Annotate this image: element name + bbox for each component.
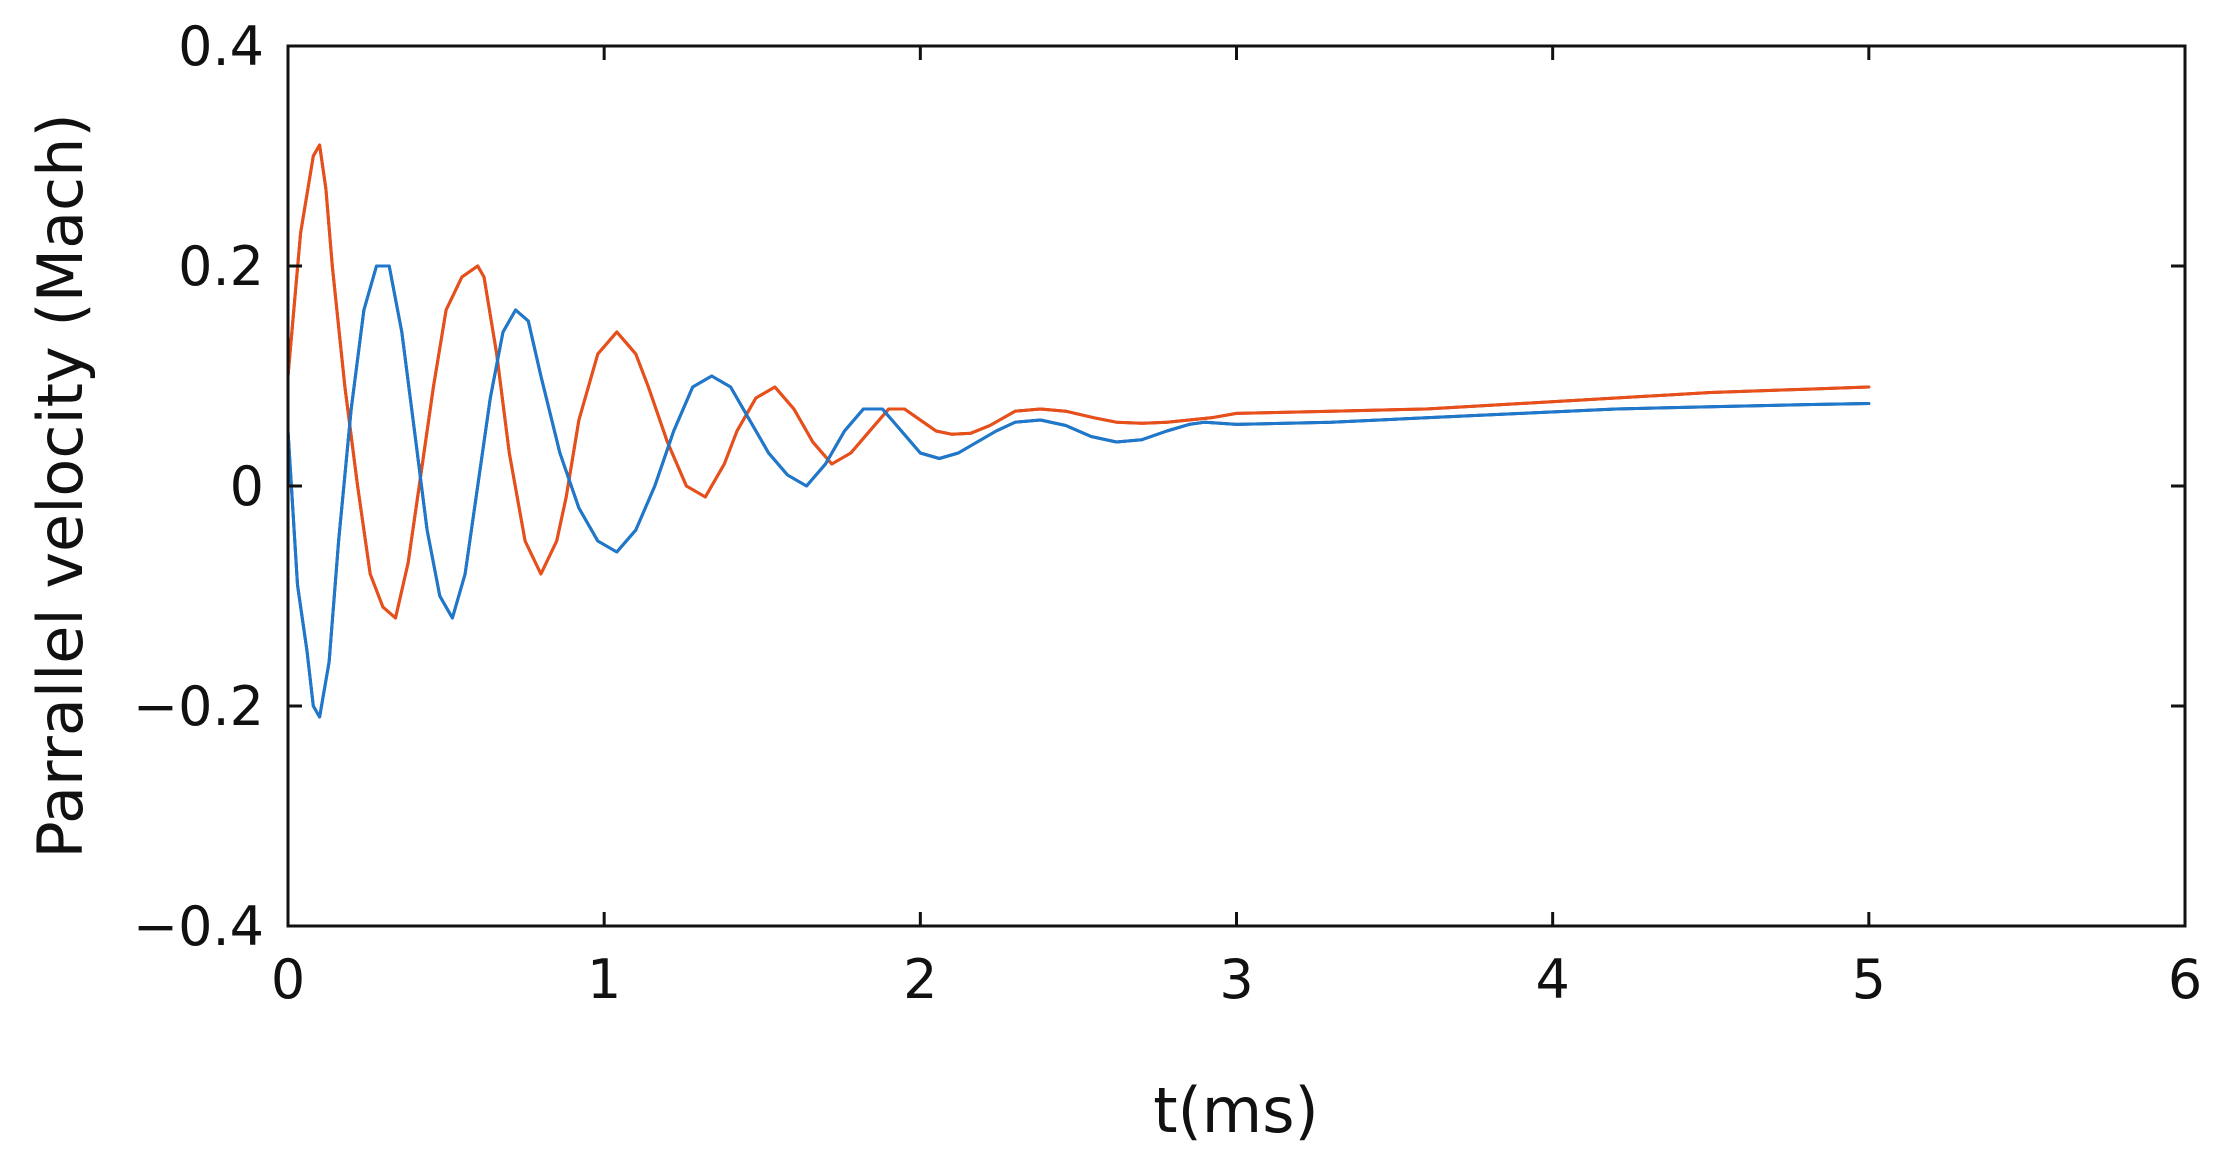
plot-frame (286, 44, 2187, 928)
x-tick-label: 1 (587, 948, 621, 1011)
x-tick-label: 3 (1219, 948, 1253, 1011)
x-tick-label: 2 (903, 948, 937, 1011)
series-line-outline-2 (286, 264, 1871, 719)
y-tick-label: 0.2 (178, 235, 264, 298)
y-tick-label: 0 (230, 455, 264, 518)
y-tick-label: 0.4 (178, 15, 264, 78)
series-line-2 (286, 264, 1871, 719)
x-axis-title: t(ms) (1153, 1074, 1318, 1147)
y-tick-label: −0.2 (133, 675, 264, 738)
series-line-1 (286, 143, 1871, 620)
y-tick-label: −0.4 (133, 895, 264, 958)
series-layer (286, 143, 1871, 719)
x-tick-label: 0 (271, 948, 305, 1011)
ticks-layer: 0 1 2 3 4 5 6 −0.4 −0.2 0 0.2 0.4 (133, 15, 2202, 1011)
x-tick-label: 4 (1535, 948, 1569, 1011)
y-axis-title: Parrallel velocity (Mach) (24, 113, 97, 858)
x-tick-label: 6 (2168, 948, 2202, 1011)
x-tick-label: 5 (1852, 948, 1886, 1011)
series-line-outline-1 (286, 143, 1871, 620)
